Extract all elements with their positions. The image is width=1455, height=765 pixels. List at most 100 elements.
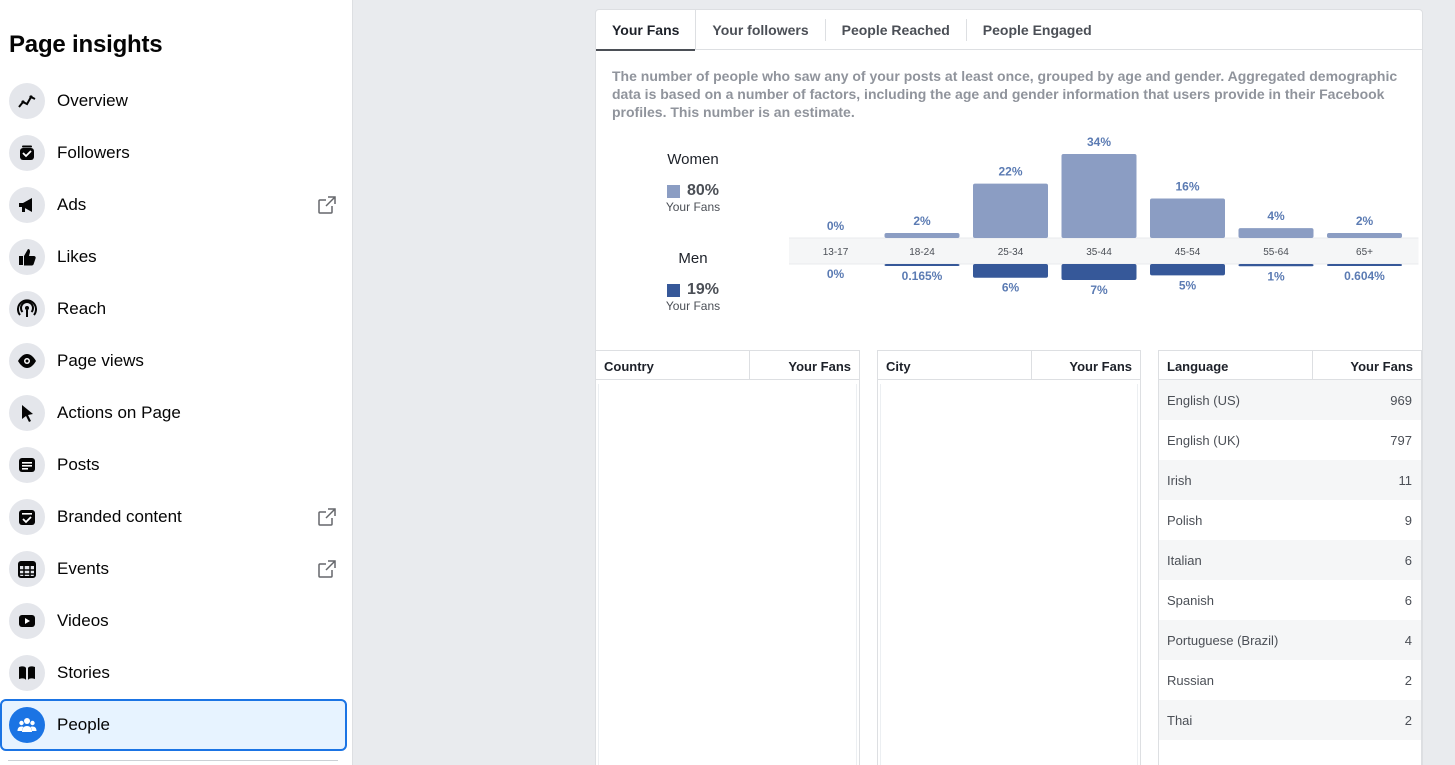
eye-icon xyxy=(9,343,45,379)
cursor-icon xyxy=(9,395,45,431)
women-bar-label: 2% xyxy=(1356,214,1374,228)
language-fans-count: 6 xyxy=(1404,552,1412,568)
sidebar-item-page-views[interactable]: Page views xyxy=(0,335,352,387)
age-tick-label: 35-44 xyxy=(1086,247,1112,258)
sidebar-item-label: Events xyxy=(57,559,109,578)
sidebar-item-label: Ads xyxy=(57,195,87,214)
country-table-body xyxy=(598,384,857,765)
sidebar-item-label: Likes xyxy=(57,247,97,266)
language-name: Thai xyxy=(1167,712,1193,728)
legend-women: Women 80% Your Fans xyxy=(628,151,758,214)
age-tick-label: 65+ xyxy=(1356,247,1373,258)
divider xyxy=(8,760,338,765)
sidebar-item-label: Branded content xyxy=(57,507,182,526)
sidebar-item-stories[interactable]: Stories xyxy=(0,647,352,699)
men-bar-label: 6% xyxy=(1002,281,1020,295)
chart-description: The number of people who saw any of your… xyxy=(612,68,1398,120)
legend-men: Men 19% Your Fans xyxy=(628,250,758,313)
men-bar xyxy=(1238,264,1314,267)
language-name: Polish xyxy=(1167,512,1203,528)
women-bar-label: 0% xyxy=(827,219,845,233)
legend-men-sub: Your Fans xyxy=(665,299,721,313)
legend-women-sub: Your Fans xyxy=(665,200,721,214)
language-name: English (US) xyxy=(1167,392,1240,408)
legend-men-title: Men xyxy=(678,250,708,267)
calendar-icon xyxy=(9,551,45,587)
women-bar-label: 16% xyxy=(1175,179,1199,193)
men-bar-label: 1% xyxy=(1267,269,1285,283)
men-swatch xyxy=(666,283,680,297)
sidebar-item-followers[interactable]: Followers xyxy=(0,127,352,179)
sidebar: Page insights Overview Followers Ads Likes R… xyxy=(0,0,353,765)
men-bar xyxy=(884,264,960,266)
women-bar xyxy=(973,183,1048,238)
tab-your-followers[interactable]: Your followers xyxy=(696,18,826,41)
book-icon xyxy=(9,655,45,691)
language-name: Spanish xyxy=(1167,592,1214,608)
age-tick-label: 55-64 xyxy=(1263,247,1289,258)
sidebar-item-branded-content[interactable]: Branded content xyxy=(0,491,352,543)
language-fans-count: 9 xyxy=(1404,512,1412,528)
women-bar-label: 22% xyxy=(998,165,1022,179)
women-bar xyxy=(1238,228,1314,238)
country-col-header[interactable]: Country xyxy=(596,351,750,379)
sidebar-item-posts[interactable]: Posts xyxy=(0,439,352,491)
sidebar-item-videos[interactable]: Videos xyxy=(0,595,352,647)
language-fans-count: 797 xyxy=(1390,432,1412,448)
sidebar-item-label: Followers xyxy=(57,143,130,162)
age-gender-chart: 0% 13-17 0% 2% 18-24 0.165% 22% 25-34 6% 34% 35-44… xyxy=(789,128,1419,328)
language-col-header[interactable]: Language xyxy=(1159,351,1313,379)
external-link-icon[interactable] xyxy=(317,507,337,527)
sidebar-item-ads[interactable]: Ads xyxy=(0,179,352,231)
women-bar xyxy=(1327,233,1402,238)
men-bar-label: 0% xyxy=(827,267,845,281)
tab-your-fans[interactable]: Your Fans xyxy=(596,9,697,51)
men-bar xyxy=(1061,264,1137,280)
language-fans-count: 4 xyxy=(1404,632,1412,648)
sidebar-item-people[interactable]: People xyxy=(0,699,347,751)
branded-content-icon xyxy=(9,499,45,535)
language-fans-col-header[interactable]: Your Fans xyxy=(1350,359,1413,374)
men-bar-label: 5% xyxy=(1179,278,1197,292)
sidebar-item-label: People xyxy=(57,715,110,734)
table-row: Irish 11 xyxy=(1159,460,1421,500)
language-fans-count: 2 xyxy=(1404,672,1412,688)
sidebar-item-reach[interactable]: Reach xyxy=(0,283,352,335)
language-name: Irish xyxy=(1167,472,1192,488)
external-link-icon[interactable] xyxy=(317,195,337,215)
table-row: Italian 6 xyxy=(1159,540,1421,580)
city-col-header[interactable]: City xyxy=(878,351,1032,379)
women-bar-label: 2% xyxy=(913,214,931,228)
trend-icon xyxy=(9,83,45,119)
language-name: Russian xyxy=(1167,672,1214,688)
sidebar-nav: Overview Followers Ads Likes Reach Page views… xyxy=(0,75,352,751)
language-fans-count: 2 xyxy=(1404,712,1412,728)
page-title: Page insights xyxy=(9,31,163,58)
post-icon xyxy=(9,447,45,483)
men-bar-label: 0.604% xyxy=(1344,269,1385,283)
table-row: Polish 9 xyxy=(1159,500,1421,540)
sidebar-item-actions-on-page[interactable]: Actions on Page xyxy=(0,387,352,439)
broadcast-icon xyxy=(9,291,45,327)
sidebar-item-label: Page views xyxy=(57,351,144,370)
sidebar-item-likes[interactable]: Likes xyxy=(0,231,352,283)
city-fans-col-header[interactable]: Your Fans xyxy=(1069,359,1132,374)
legend-women-pct: 80% xyxy=(686,182,720,199)
sidebar-item-overview[interactable]: Overview xyxy=(0,75,352,127)
women-bar xyxy=(1150,198,1225,238)
language-table: Language Your Fans English (US) 969 Englis… xyxy=(1158,350,1422,765)
tab-people-engaged[interactable]: People Engaged xyxy=(982,21,1092,38)
men-bar xyxy=(973,264,1048,278)
sidebar-item-label: Posts xyxy=(57,455,100,474)
age-tick-label: 45-54 xyxy=(1175,247,1201,258)
language-fans-count: 969 xyxy=(1390,392,1412,408)
sidebar-item-events[interactable]: Events xyxy=(0,543,352,595)
thumbs-up-icon xyxy=(9,239,45,275)
legend-women-title: Women xyxy=(667,151,719,168)
country-fans-col-header[interactable]: Your Fans xyxy=(788,359,851,374)
women-swatch xyxy=(666,184,680,198)
age-tick-label: 18-24 xyxy=(909,247,935,258)
language-name: Italian xyxy=(1167,552,1202,568)
tab-people-reached[interactable]: People Reached xyxy=(826,18,967,41)
external-link-icon[interactable] xyxy=(317,559,337,579)
